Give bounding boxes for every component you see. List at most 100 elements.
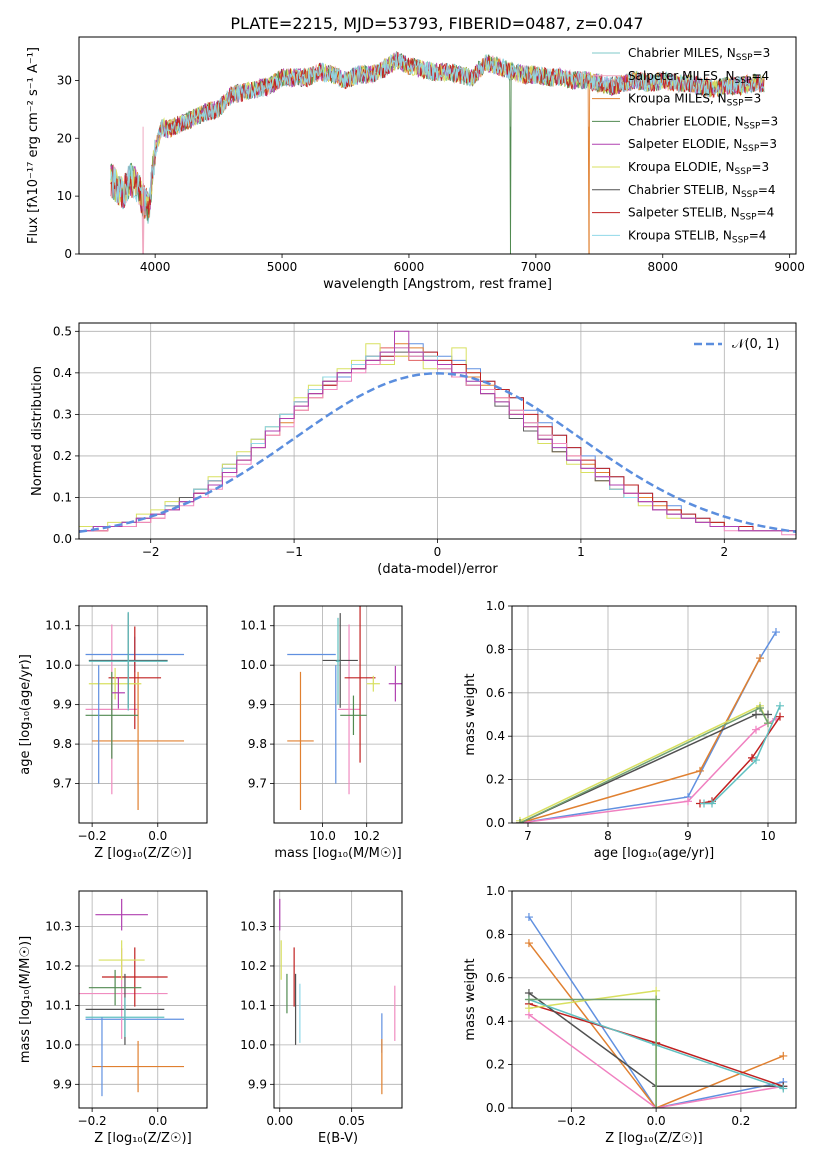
y-tick-label: 10.2 bbox=[240, 959, 267, 973]
weight-marker bbox=[696, 766, 704, 775]
axes-frame bbox=[511, 605, 797, 824]
y-tick-label: 10.2 bbox=[45, 959, 72, 973]
y-tick-label: 0.0 bbox=[486, 1101, 505, 1115]
panel-residuals: −2 −1 0 1 2 0.0 0.1 0.2 0.3 0.4 0.5 (data-model)/er… bbox=[30, 322, 797, 577]
y-tick-label: 0.4 bbox=[486, 729, 505, 743]
weight-line bbox=[519, 718, 777, 823]
x-tick-label: 6000 bbox=[394, 260, 425, 274]
weight-marker bbox=[652, 1104, 661, 1108]
axes-frame bbox=[78, 322, 797, 540]
weight-marker bbox=[700, 799, 708, 808]
x-tick-label: 9 bbox=[684, 829, 692, 843]
legend-label: Chabrier ELODIE, NSSP=3 bbox=[628, 114, 778, 131]
y-axis-label: mass [log₁₀(M/M☉)] bbox=[18, 936, 33, 1063]
x-tick-label: 0 bbox=[434, 545, 442, 559]
y-tick-label: 10.1 bbox=[240, 619, 267, 633]
x-tick-label: 8000 bbox=[647, 260, 678, 274]
y-axis-label: Normed distribution bbox=[30, 366, 45, 496]
legend-label: Kroupa MILES, NSSP=3 bbox=[628, 92, 761, 109]
y-tick-label: 0 bbox=[64, 247, 72, 261]
x-tick-label: 8 bbox=[604, 829, 612, 843]
weight-marker bbox=[779, 1051, 788, 1060]
y-tick-label: 10.1 bbox=[240, 998, 267, 1012]
x-tick-label: 4000 bbox=[140, 260, 171, 274]
x-tick-label: 0.0 bbox=[148, 829, 167, 843]
x-tick-label: 7000 bbox=[521, 260, 552, 274]
weight-marker bbox=[752, 710, 760, 719]
weight-marker bbox=[524, 939, 533, 948]
y-tick-label: 9.9 bbox=[248, 698, 267, 712]
weight-line bbox=[528, 916, 784, 1108]
x-tick-label: 2 bbox=[720, 545, 728, 559]
weight-marker bbox=[524, 995, 533, 1004]
y-tick-label: 10.0 bbox=[240, 658, 267, 672]
x-tick-label: −0.2 bbox=[78, 1114, 107, 1128]
axes-frame bbox=[78, 36, 797, 255]
plot-area bbox=[79, 330, 796, 539]
x-tick-label: 10.2 bbox=[353, 829, 380, 843]
panel-mass-vs-Z: −0.2 0.0 9.9 10.0 10.1 10.2 10.3 Z [log₁₀(Z/Z☉)… bbox=[18, 890, 208, 1146]
y-axis-label: age [log₁₀(age/yr)] bbox=[18, 654, 33, 775]
weight-marker bbox=[779, 1084, 788, 1093]
axes-frame bbox=[78, 890, 208, 1109]
x-tick-label: 10 bbox=[760, 829, 775, 843]
axes-frame bbox=[78, 605, 208, 824]
weight-marker bbox=[756, 654, 764, 663]
x-tick-label: 0.05 bbox=[338, 1114, 365, 1128]
panel-age-vs-Z: −0.2 0.0 9.7 9.8 9.9 10.0 10.1 Z [log₁₀(Z/Z☉)] a… bbox=[18, 605, 208, 861]
y-tick-label: 0.1 bbox=[53, 490, 72, 504]
y-tick-label: 0.6 bbox=[486, 686, 505, 700]
weight-marker bbox=[772, 628, 780, 637]
legend: Chabrier MILES, NSSP=3 Salpeter MILES, NS… bbox=[592, 46, 778, 245]
weight-marker bbox=[776, 712, 784, 721]
legend-label: Chabrier MILES, NSSP=3 bbox=[628, 46, 770, 63]
y-axis-label: Flux [fλ10⁻¹⁷ erg cm⁻² s⁻¹ A⁻¹] bbox=[26, 47, 41, 244]
weight-marker bbox=[776, 701, 784, 710]
weight-line bbox=[528, 1014, 784, 1108]
weight-marker bbox=[524, 1004, 533, 1013]
x-tick-label: −0.2 bbox=[557, 1114, 586, 1128]
x-tick-label: 1 bbox=[577, 545, 585, 559]
y-tick-label: 20 bbox=[57, 131, 72, 145]
legend-label: Salpeter STELIB, NSSP=4 bbox=[628, 206, 774, 223]
y-tick-label: 10.3 bbox=[45, 920, 72, 934]
weight-line bbox=[519, 657, 761, 823]
y-tick-label: 10.0 bbox=[240, 1038, 267, 1052]
panel-spectrum: 4000 5000 6000 7000 8000 9000 0 10 20 30 wavelengt… bbox=[26, 36, 805, 292]
panel-mass-weight-vs-age: 7 8 9 10 0.0 0.2 0.4 0.6 0.8 1.0 age [log₁₀(age/yr… bbox=[463, 599, 797, 861]
y-tick-label: 30 bbox=[57, 73, 72, 87]
weight-marker bbox=[708, 799, 716, 808]
y-tick-label: 0.6 bbox=[486, 971, 505, 985]
y-tick-label: 0.0 bbox=[486, 816, 505, 830]
y-tick-label: 0.3 bbox=[53, 407, 72, 421]
legend-label: Salpeter MILES, NSSP=4 bbox=[628, 69, 769, 86]
weight-marker bbox=[516, 819, 524, 823]
axes-frame bbox=[273, 890, 403, 1109]
y-tick-label: 10 bbox=[57, 189, 72, 203]
x-axis-label: Z [log₁₀(Z/Z☉)] bbox=[94, 846, 191, 861]
x-tick-label: −2 bbox=[142, 545, 160, 559]
y-tick-label: 0.2 bbox=[53, 449, 72, 463]
y-tick-label: 10.0 bbox=[45, 658, 72, 672]
normal-curve bbox=[79, 372, 796, 533]
plot-area bbox=[287, 606, 402, 810]
axes-frame bbox=[511, 890, 797, 1109]
y-tick-label: 10.1 bbox=[45, 619, 72, 633]
weight-marker bbox=[752, 756, 760, 765]
y-tick-label: 10.1 bbox=[45, 998, 72, 1012]
y-tick-label: 0.2 bbox=[486, 773, 505, 787]
x-tick-label: 5000 bbox=[267, 260, 298, 274]
weight-marker bbox=[764, 710, 772, 719]
y-tick-label: 0.5 bbox=[53, 324, 72, 338]
x-axis-label: (data-model)/error bbox=[377, 562, 498, 577]
figure-title: PLATE=2215, MJD=53793, FIBERID=0487, z=0… bbox=[230, 14, 643, 33]
y-tick-label: 9.9 bbox=[53, 698, 72, 712]
weight-line bbox=[519, 631, 777, 823]
weight-line bbox=[528, 989, 657, 1108]
legend-label: Kroupa STELIB, NSSP=4 bbox=[628, 228, 766, 245]
y-axis-label: mass weight bbox=[463, 958, 478, 1040]
axes-frame bbox=[273, 605, 403, 824]
x-axis-label: mass [log₁₀(M/M☉)] bbox=[274, 846, 401, 861]
plot-area bbox=[79, 898, 185, 1097]
x-axis-label: E(B-V) bbox=[318, 1131, 358, 1146]
